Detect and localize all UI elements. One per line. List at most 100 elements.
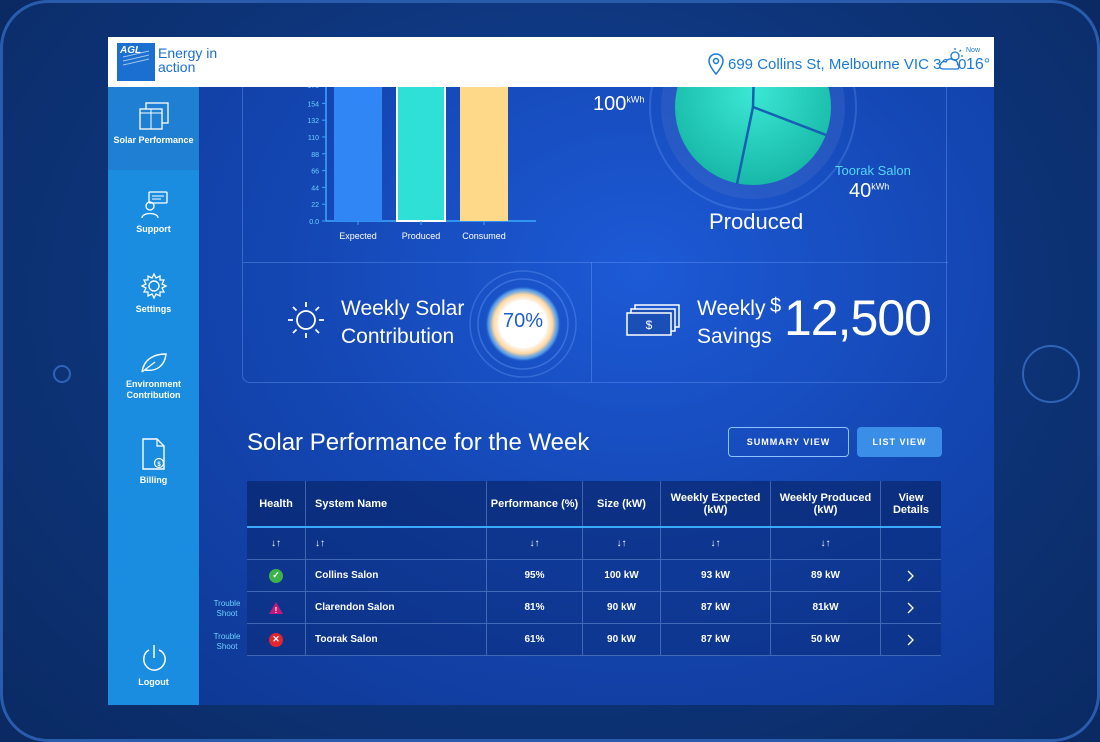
sort-system-name-icon[interactable]: ↓↑ [306, 528, 487, 559]
summary-view-button[interactable]: SUMMARY VIEW [728, 427, 849, 457]
support-icon [140, 191, 168, 219]
expected-value: 87 kW [661, 592, 771, 623]
weather-widget: Now 16° [938, 47, 990, 78]
bar-expected [334, 87, 382, 221]
sidebar-item-logout[interactable]: Logout [108, 643, 199, 693]
sidebar: Solar Performance Support Settings Env [108, 87, 199, 705]
svg-text:$: $ [646, 318, 653, 332]
x-tick-label: Produced [402, 231, 441, 241]
sidebar-label: Support [136, 224, 171, 234]
savings-amount: 12,500 [784, 290, 932, 346]
expected-value: 93 kW [661, 560, 771, 591]
savings-currency: $ [770, 295, 782, 317]
sidebar-item-environment[interactable]: Environment Contribution [108, 351, 199, 401]
sidebar-label: Logout [138, 677, 169, 687]
sidebar-item-solar-performance[interactable]: Solar Performance [108, 87, 199, 170]
header-weekly-produced[interactable]: Weekly Produced (kW) [771, 481, 881, 526]
solar-panel-icon [138, 102, 169, 130]
trouble-label-2: Shoot [216, 609, 238, 618]
pie-value-toorak-unit: kWh [871, 181, 890, 192]
sidebar-item-settings[interactable]: Settings [108, 272, 199, 317]
view-details-chevron-icon[interactable] [881, 560, 941, 591]
tablet-camera [53, 365, 71, 383]
energy-bar-chart: 0.0 22 44 66 88 110 132 154 178 Expected Produced C… [307, 87, 536, 241]
location[interactable]: 699 Collins St, Melbourne VIC 3000 [708, 53, 966, 75]
address-text: 699 Collins St, Melbourne VIC 3000 [728, 55, 967, 73]
brand-line2: action [158, 59, 196, 75]
agl-logo: AGL [117, 43, 155, 81]
weather-temp: 16° [966, 56, 991, 73]
x-tick-label: Consumed [462, 231, 506, 241]
bar-consumed [460, 87, 508, 221]
sidebar-item-billing[interactable]: $ Billing [108, 437, 199, 492]
table-row[interactable]: ✓ Collins Salon 95% 100 kW 93 kW 89 kW [247, 560, 941, 592]
size-value: 100 kW [583, 560, 661, 591]
sort-size-icon[interactable]: ↓↑ [583, 528, 661, 559]
header-system-name[interactable]: System Name [306, 481, 487, 526]
pie-caption: Produced [709, 209, 804, 234]
produced-value: 89 kW [771, 560, 881, 591]
sidebar-item-support[interactable]: Support [108, 190, 199, 240]
weather-label: Now [966, 47, 981, 54]
header-size[interactable]: Size (kW) [583, 481, 661, 526]
table-sort-row: ↓↑ ↓↑ ↓↑ ↓↑ ↓↑ ↓↑ [247, 528, 941, 560]
money-icon: $ [626, 304, 680, 336]
tablet-home-button[interactable] [1022, 345, 1080, 403]
pie-value-left-number: 100 [593, 93, 627, 115]
header-performance[interactable]: Performance (%) [487, 481, 583, 526]
brand-badge: AGL [120, 45, 142, 56]
performance-value: 61% [487, 624, 583, 655]
trouble-shoot-link-toorak[interactable]: Trouble Shoot [208, 632, 246, 652]
contribution-percent: 70% [502, 310, 544, 332]
y-tick-label: 154 [307, 101, 319, 108]
check-icon: ✓ [269, 568, 283, 583]
y-tick-label: 178 [307, 87, 319, 90]
y-tick-label: 132 [307, 118, 319, 125]
size-value: 90 kW [583, 624, 661, 655]
view-details-chevron-icon[interactable] [881, 624, 941, 655]
sort-performance-icon[interactable]: ↓↑ [487, 528, 583, 559]
trouble-shoot-link-clarendon[interactable]: Trouble Shoot [208, 599, 246, 619]
error-x-icon: ✕ [269, 632, 283, 647]
pie-body [675, 87, 831, 185]
panel-vertical-divider [591, 262, 592, 382]
y-tick-label: 0.0 [309, 219, 319, 226]
list-view-button[interactable]: LIST VIEW [857, 427, 942, 457]
trouble-label-1: Trouble [213, 599, 241, 608]
sidebar-label: Billing [139, 475, 168, 485]
performance-value: 95% [487, 560, 583, 591]
contribution-line1: Weekly Solar [341, 297, 465, 320]
y-tick-label: 66 [311, 169, 319, 176]
trouble-label-2: Shoot [216, 642, 238, 651]
svg-text:$: $ [157, 462, 161, 468]
x-tick-label: Expected [339, 231, 377, 241]
app-header: AGL Energy in action 699 Collins St, Mel… [108, 37, 994, 87]
header-health[interactable]: Health [247, 481, 306, 526]
y-tick-label: 88 [311, 152, 319, 159]
overview-panel [242, 87, 948, 383]
sidebar-label: Environment Contribution [125, 379, 181, 400]
sort-health-icon[interactable]: ↓↑ [247, 528, 306, 559]
produced-value: 81kW [771, 592, 881, 623]
panel-divider [243, 262, 948, 263]
table-row[interactable]: ✕ Toorak Salon 61% 90 kW 87 kW 50 kW [247, 624, 941, 656]
table-row[interactable]: ! Clarendon Salon 81% 90 kW 87 kW 81kW [247, 592, 941, 624]
pie-value-toorak-number: 40 [849, 180, 872, 202]
view-details-chevron-icon[interactable] [881, 592, 941, 623]
contribution-line2: Contribution [341, 325, 455, 348]
health-cell: ✕ [247, 624, 306, 655]
sort-empty [881, 528, 941, 559]
power-icon [142, 645, 166, 671]
sort-weekly-expected-icon[interactable]: ↓↑ [661, 528, 771, 559]
leaf-icon [140, 353, 167, 373]
app-screen: AGL Energy in action 699 Collins St, Mel… [108, 37, 994, 705]
header-weekly-expected[interactable]: Weekly Expected (kW) [661, 481, 771, 526]
performance-value: 81% [487, 592, 583, 623]
sort-weekly-produced-icon[interactable]: ↓↑ [771, 528, 881, 559]
system-name: Toorak Salon [306, 624, 487, 655]
contribution-gauge [469, 270, 577, 378]
expected-value: 87 kW [661, 624, 771, 655]
health-cell: ! [247, 592, 306, 623]
location-pin-icon [708, 53, 724, 75]
produced-value: 50 kW [771, 624, 881, 655]
